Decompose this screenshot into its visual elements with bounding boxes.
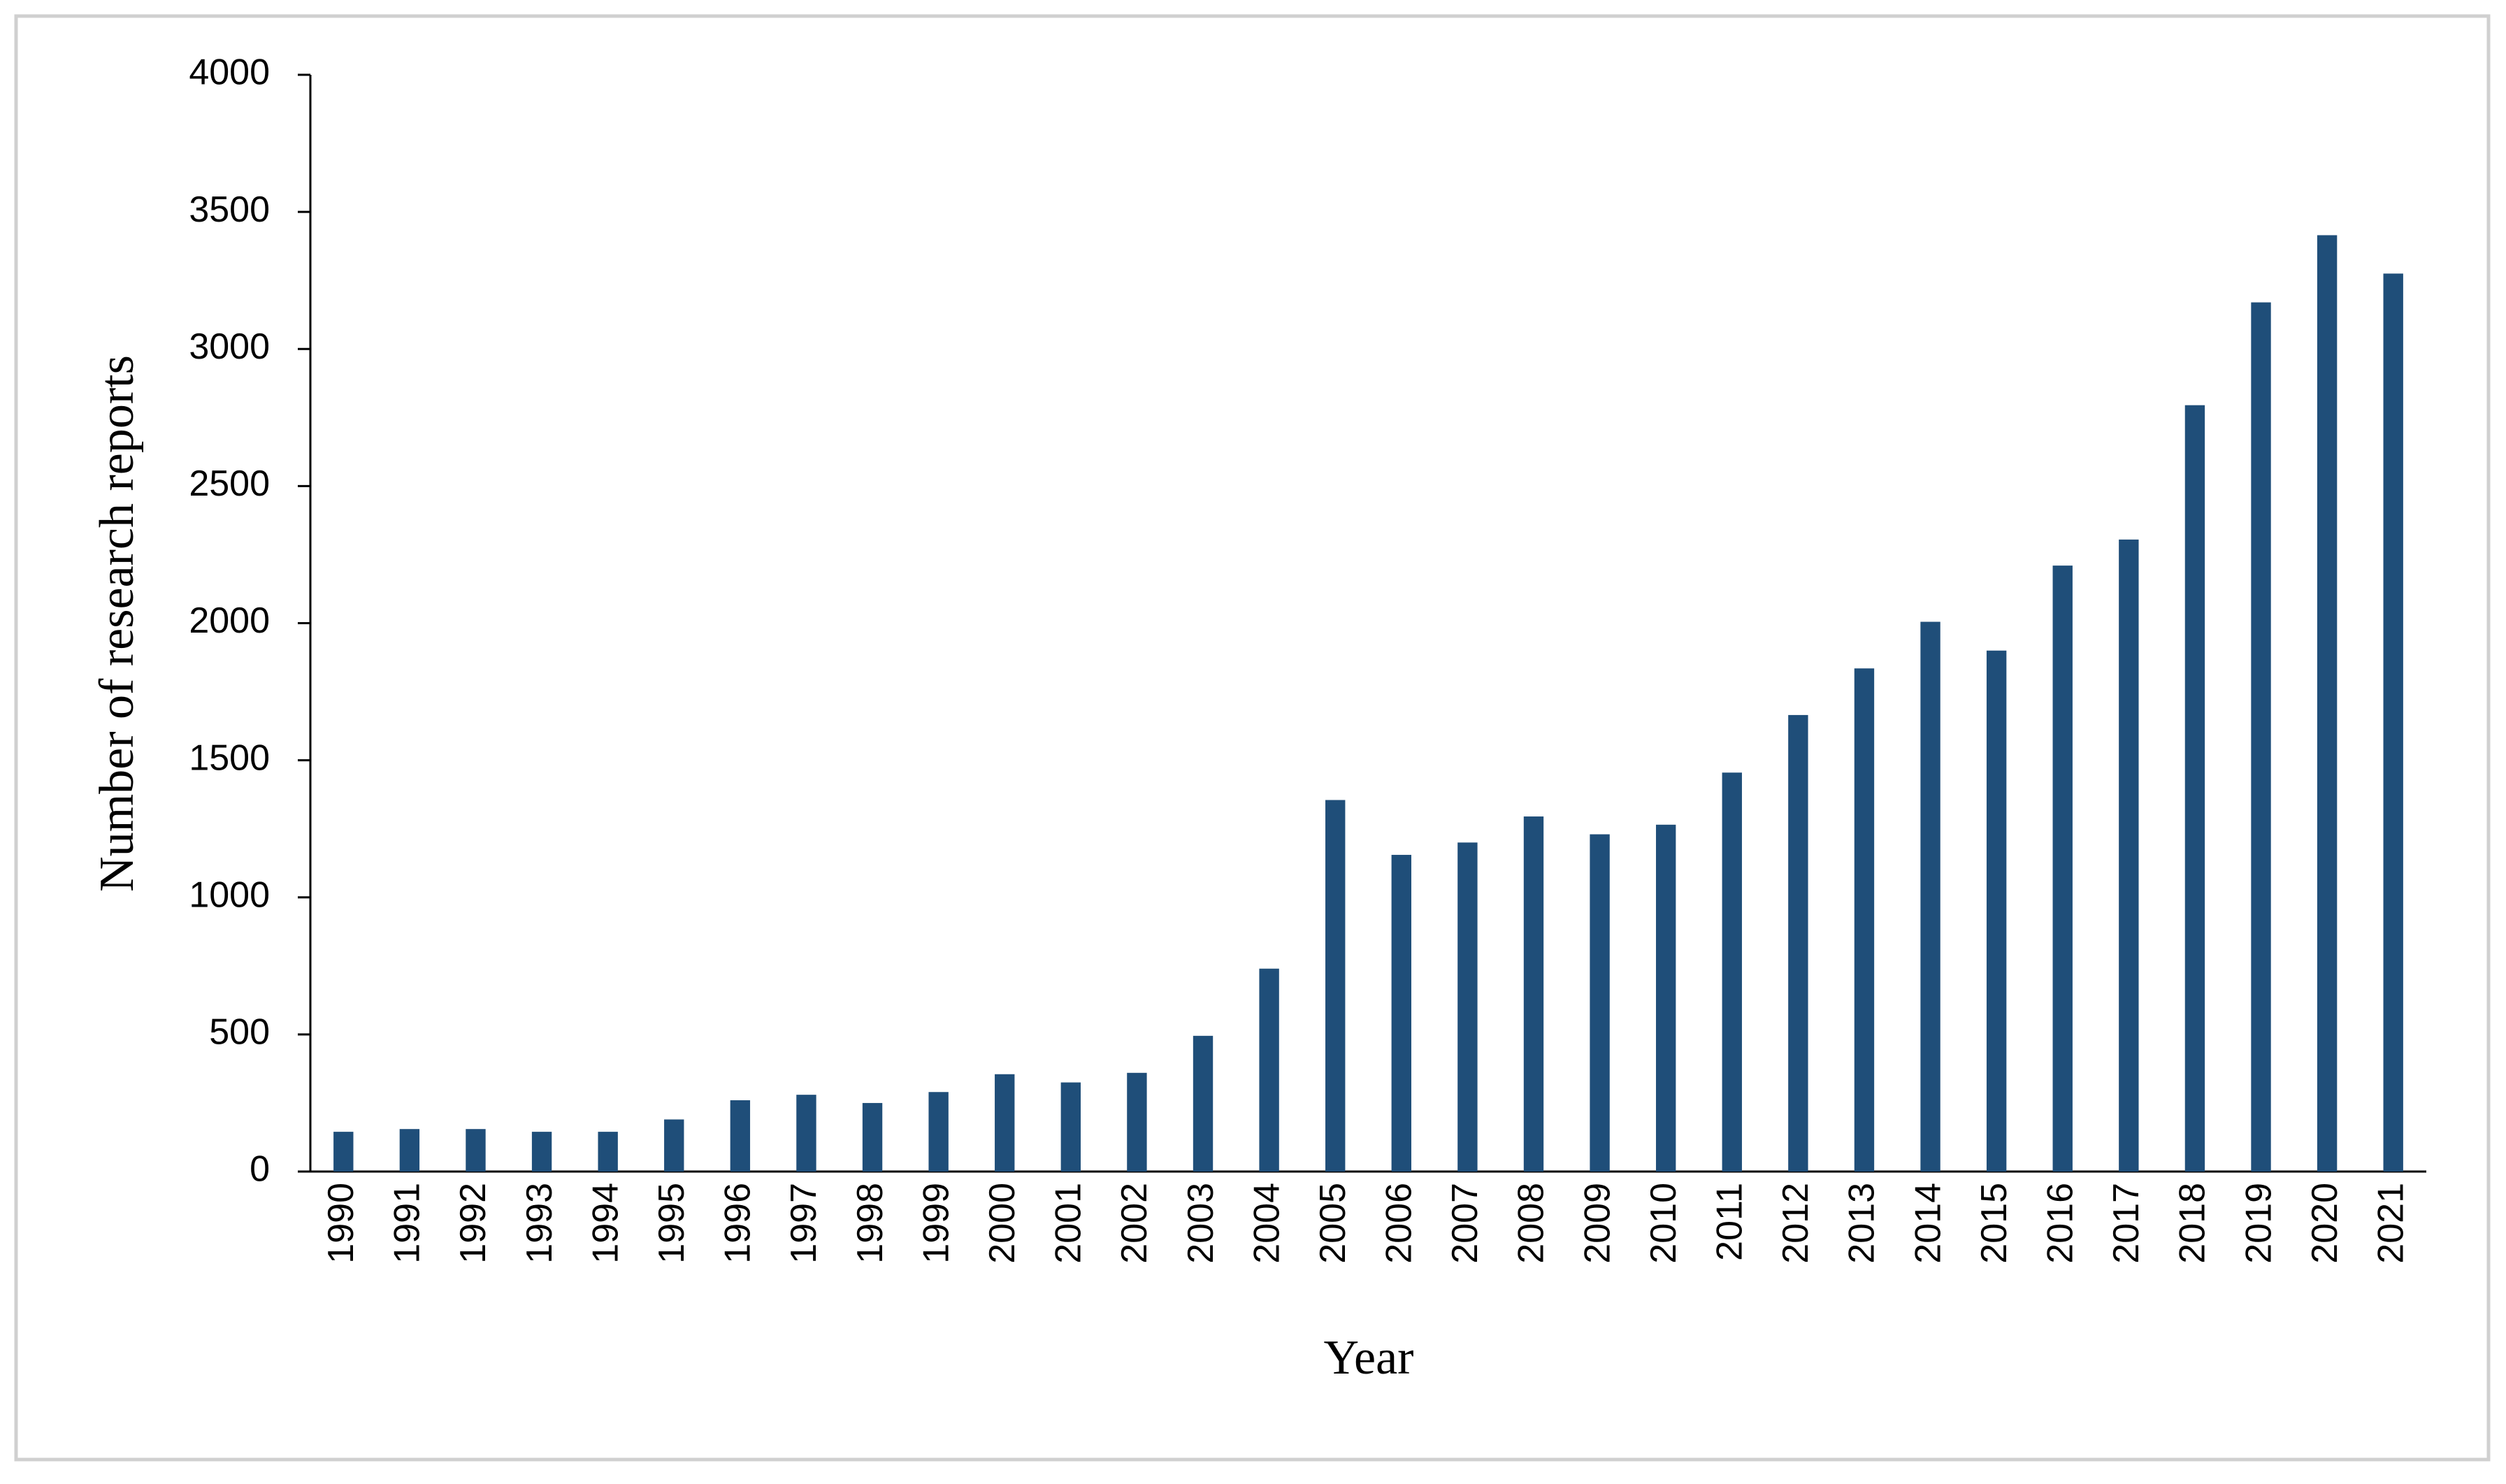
bar [730,1100,751,1172]
y-tick-label: 2000 [189,600,270,641]
x-tick-label: 2003 [1181,1183,1221,1264]
y-tick-label: 1500 [189,737,270,778]
x-tick-label: 2018 [2173,1183,2213,1264]
bar [1259,968,1279,1172]
chart-border [14,14,2491,1462]
bar [531,1132,552,1172]
x-tick-label: 1991 [387,1183,428,1264]
y-tick-label: 3000 [189,326,270,367]
x-tick-label: 1993 [519,1183,560,1264]
x-tick-label: 2010 [1643,1183,1684,1264]
x-tick-label: 2017 [2106,1183,2147,1264]
x-tick-label: 1995 [651,1183,692,1264]
bar [598,1132,618,1172]
x-tick-label: 2000 [982,1183,1023,1264]
bar [1325,800,1346,1172]
bar [796,1095,816,1172]
x-tick-label: 1994 [585,1183,626,1264]
bar [664,1119,684,1172]
bar [2317,235,2338,1172]
bar [995,1074,1015,1172]
bar [1590,834,1610,1172]
y-tick-label: 500 [209,1012,270,1053]
x-tick-label: 2006 [1379,1183,1420,1264]
bar [1127,1072,1147,1172]
bar [1986,650,2007,1172]
bar [1854,668,1875,1172]
x-tick-label: 2012 [1776,1183,1816,1264]
bar [2119,539,2139,1172]
x-tick-label: 2005 [1313,1183,1353,1264]
x-tick-label: 2008 [1511,1183,1552,1264]
x-tick-label: 2013 [1842,1183,1882,1264]
x-tick-label: 1990 [321,1183,361,1264]
bar [862,1102,883,1172]
x-tick-label: 2002 [1114,1183,1155,1264]
bar [1655,824,1676,1172]
y-tick-label: 4000 [189,52,270,93]
y-tick-label: 0 [250,1149,270,1190]
x-tick-label: 2020 [2305,1183,2345,1264]
x-tick-label: 2014 [1908,1183,1948,1264]
x-tick-label: 2004 [1246,1183,1287,1264]
x-tick-label: 1997 [784,1183,824,1264]
x-tick-label: 2021 [2370,1183,2411,1264]
bar [1391,854,1411,1172]
x-tick-label: 2007 [1445,1183,1485,1264]
bar [1457,842,1478,1172]
bar [1193,1035,1214,1172]
y-tick-label: 1000 [189,874,270,915]
bar [1920,621,1940,1172]
x-tick-label: 1998 [850,1183,891,1264]
x-tick-label: 1992 [453,1183,494,1264]
x-tick-label: 1996 [718,1183,758,1264]
x-tick-label: 2016 [2040,1183,2080,1264]
bar [399,1129,420,1172]
bar [1523,816,1544,1172]
x-tick-label: 1999 [916,1183,956,1264]
y-axis-title: Number of research reports [90,355,144,892]
bar [2052,565,2073,1172]
bar [466,1129,486,1172]
bar [2383,273,2403,1172]
bar [2184,405,2205,1172]
x-tick-label: 2009 [1577,1183,1618,1264]
x-axis-title: Year [1324,1331,1414,1385]
bar [1788,714,1808,1172]
x-tick-label: 2019 [2238,1183,2279,1264]
bar [1722,772,1742,1172]
bar [333,1132,354,1172]
x-tick-label: 2015 [1974,1183,2015,1264]
y-tick-label: 3500 [189,189,270,230]
bar [928,1092,949,1172]
bar [2251,302,2271,1172]
y-tick-label: 2500 [189,463,270,504]
bar [1060,1082,1081,1172]
x-tick-label: 2011 [1710,1183,1750,1261]
x-tick-label: 2001 [1049,1183,1089,1264]
